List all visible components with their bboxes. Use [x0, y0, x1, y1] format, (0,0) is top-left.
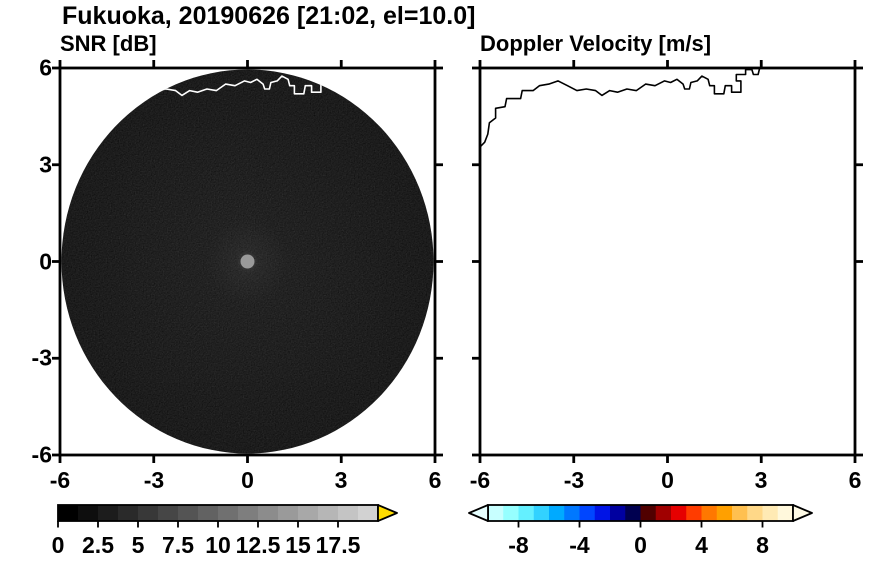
- snr-colorbar: [57, 504, 398, 528]
- snr-colorbar-over-arrow: [377, 504, 398, 522]
- snr-cb-label-2p5: 2.5: [82, 532, 114, 558]
- snr-xtick-3: 3: [334, 467, 348, 493]
- vel-cb-label-4: 4: [695, 532, 708, 558]
- vel-xtick-0: 0: [661, 467, 674, 493]
- snr-cb-label-12p5: 12.5: [235, 532, 281, 558]
- figure-title: Fukuoka, 20190626 [21:02, el=10.0]: [62, 2, 476, 30]
- snr-colorbar-ticks: [57, 521, 339, 528]
- vel-xtick-m6: -6: [469, 467, 491, 493]
- vel-cb-label-m8: -8: [508, 532, 529, 558]
- snr-xtick-m3: -3: [143, 467, 165, 493]
- snr-panel-title: SNR [dB]: [60, 31, 157, 56]
- snr-xtick-m6: -6: [49, 467, 71, 493]
- snr-cb-label-17p5: 17.5: [315, 532, 361, 558]
- vel-cb-label-m4: -4: [569, 532, 590, 558]
- snr-ytick-0: 0: [39, 248, 52, 275]
- velocity-axis-ticks: [472, 60, 863, 463]
- velocity-colorbar-over-arrow: [792, 504, 813, 522]
- snr-cb-label-7p5: 7.5: [162, 532, 194, 558]
- vel-cb-label-8: 8: [756, 532, 769, 558]
- velocity-panel-title: Doppler Velocity [m/s]: [480, 31, 712, 56]
- snr-ytick-m3: -3: [31, 344, 52, 371]
- snr-axis-ticks: [52, 60, 443, 463]
- snr-colorbar-segments: [58, 505, 379, 521]
- snr-ytick-6: 6: [39, 54, 52, 81]
- snr-cb-label-0: 0: [51, 532, 65, 558]
- snr-ytick-m6: -6: [31, 441, 52, 468]
- vel-cb-label-0: 0: [634, 532, 647, 558]
- velocity-colorbar: [468, 504, 813, 528]
- radar-center-echo: [240, 254, 255, 269]
- snr-cb-label-5: 5: [131, 532, 145, 558]
- snr-xtick-6: 6: [428, 467, 442, 493]
- velocity-frame: [478, 66, 857, 457]
- velocity-colorbar-segments: [488, 505, 794, 521]
- snr-cb-label-10: 10: [205, 532, 231, 558]
- snr-cb-label-15: 15: [285, 532, 311, 558]
- coastline-overlay-black: [480, 68, 761, 148]
- velocity-colorbar-under-arrow: [468, 504, 489, 522]
- velocity-panel: [472, 60, 863, 463]
- velocity-colorbar-ticks: [517, 521, 764, 528]
- snr-xtick-0: 0: [241, 467, 254, 493]
- vel-xtick-3: 3: [754, 467, 768, 493]
- snr-panel: [52, 60, 443, 463]
- snr-ytick-3: 3: [39, 151, 52, 178]
- vel-xtick-6: 6: [848, 467, 862, 493]
- vel-xtick-m3: -3: [563, 467, 585, 493]
